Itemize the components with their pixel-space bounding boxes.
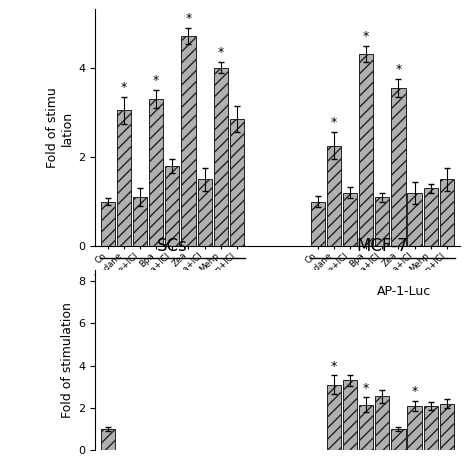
Bar xyxy=(327,146,341,246)
Bar xyxy=(182,36,196,246)
Bar xyxy=(117,110,131,246)
Text: *: * xyxy=(411,385,418,398)
Bar xyxy=(165,166,180,246)
Y-axis label: Fold of stimu
lation: Fold of stimu lation xyxy=(46,88,74,168)
Text: *: * xyxy=(395,63,401,76)
Bar xyxy=(440,179,454,246)
Text: AP-1-Luc: AP-1-Luc xyxy=(376,285,431,298)
Bar xyxy=(424,188,438,246)
Text: *: * xyxy=(331,360,337,373)
Bar xyxy=(149,99,163,246)
Bar xyxy=(375,197,389,246)
Bar xyxy=(100,202,115,246)
Bar xyxy=(408,406,422,450)
Bar xyxy=(100,429,115,450)
Bar xyxy=(440,404,454,450)
Text: *: * xyxy=(331,116,337,129)
Text: *: * xyxy=(153,74,159,87)
Text: *: * xyxy=(121,81,127,93)
Bar xyxy=(343,193,357,246)
Bar xyxy=(392,429,406,450)
Text: *: * xyxy=(363,382,369,395)
Bar xyxy=(359,405,373,450)
Bar xyxy=(230,119,244,246)
Bar xyxy=(343,380,357,450)
Bar xyxy=(392,88,406,246)
Bar xyxy=(359,54,373,246)
Bar xyxy=(214,68,228,246)
Bar xyxy=(408,193,422,246)
Bar xyxy=(327,384,341,450)
Bar xyxy=(375,396,389,450)
Text: MCF-7: MCF-7 xyxy=(356,237,408,255)
Bar xyxy=(424,406,438,450)
Text: SCs: SCs xyxy=(157,237,188,255)
Text: *: * xyxy=(185,12,191,25)
Text: *: * xyxy=(363,30,369,43)
Bar xyxy=(310,202,325,246)
Bar xyxy=(198,179,212,246)
Y-axis label: Fold of stimulation: Fold of stimulation xyxy=(61,302,74,418)
Text: *: * xyxy=(218,46,224,59)
Bar xyxy=(133,197,147,246)
